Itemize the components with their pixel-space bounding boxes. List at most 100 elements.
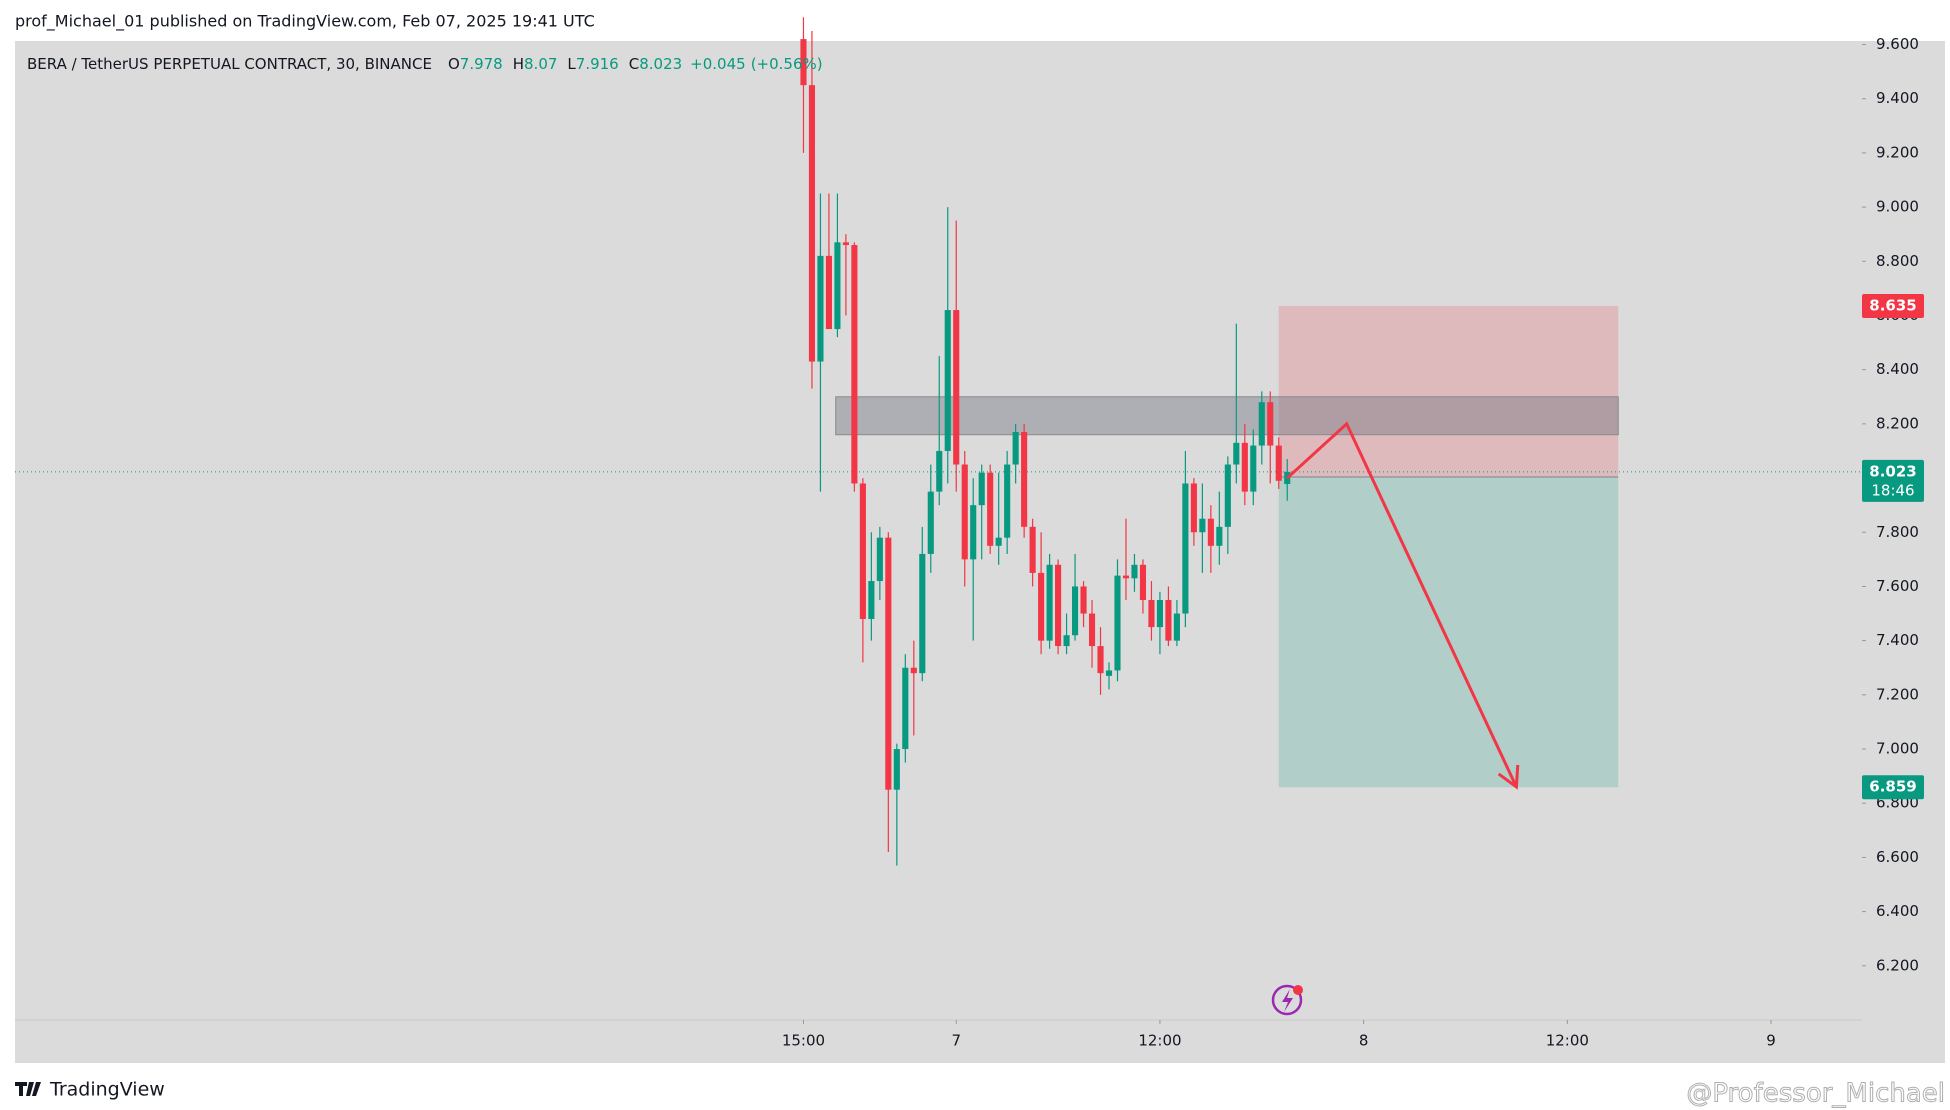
price-axis — [1862, 41, 1945, 1020]
candle-body — [995, 537, 1002, 546]
brand-logo — [15, 1082, 41, 1096]
y-tick-label: 7.800 — [1876, 523, 1919, 541]
price-label: 8.635 — [1869, 297, 1916, 315]
watermark: @Professor_Michael — [1686, 1079, 1945, 1109]
ohlc-key: C — [629, 55, 639, 73]
candle-body — [919, 553, 926, 674]
candle-body — [910, 667, 917, 674]
candle-body — [927, 491, 934, 554]
ohlc-key: O — [448, 55, 460, 73]
brand: TradingView — [49, 1079, 165, 1101]
countdown: 18:46 — [1871, 481, 1914, 499]
candle-body — [1046, 564, 1053, 641]
candle-body — [800, 39, 807, 86]
y-tick-label: 7.000 — [1876, 740, 1919, 758]
alert-icon — [1271, 984, 1303, 1016]
y-tick-label: 8.400 — [1876, 360, 1919, 378]
target-zone — [1278, 476, 1619, 788]
y-tick-label: 9.400 — [1876, 89, 1919, 107]
candle-body — [1199, 518, 1206, 533]
candle-body — [1173, 613, 1180, 641]
candle-body — [1131, 564, 1138, 579]
y-tick-label: 9.000 — [1876, 198, 1919, 216]
candle-body — [1105, 670, 1113, 676]
y-tick-label: 6.600 — [1876, 848, 1919, 866]
x-tick-label: 12:00 — [1138, 1032, 1181, 1050]
candle-body — [834, 242, 841, 330]
candle-body — [842, 242, 849, 246]
candle-body — [987, 472, 994, 546]
y-tick-label: 6.400 — [1876, 902, 1919, 920]
last-price-bg — [1862, 459, 1924, 502]
candle-body — [902, 667, 909, 750]
candle-body — [1080, 586, 1087, 614]
ohlc-value: 8.023 — [639, 55, 682, 73]
candle-body — [1088, 613, 1096, 647]
candle-body — [1165, 600, 1172, 641]
candle-body — [978, 472, 985, 506]
candle-body — [1233, 442, 1240, 465]
x-tick-label: 8 — [1359, 1032, 1369, 1050]
y-tick-label: 9.200 — [1876, 143, 1919, 161]
candle-body — [1072, 586, 1079, 636]
stop-zone — [1278, 306, 1619, 477]
candle-body — [1241, 442, 1248, 492]
price-label: 6.859 — [1869, 778, 1916, 796]
candle-body — [1021, 432, 1028, 527]
candle-body — [868, 581, 875, 619]
ohlc-value: 7.916 — [576, 55, 619, 73]
candle-body — [1122, 575, 1130, 579]
candle-body — [936, 450, 943, 492]
candle-body — [1224, 464, 1231, 527]
symbol: BERA / TetherUS PERPETUAL CONTRACT, 30, … — [27, 55, 432, 73]
y-tick-label: 8.200 — [1876, 414, 1919, 432]
arrow-head — [1497, 764, 1520, 790]
candle-body — [1063, 635, 1070, 647]
ohlc: O7.978 H8.07 L7.916 C8.023 +0.045 (+0.56%) — [448, 55, 823, 73]
candle-body — [1148, 600, 1155, 628]
candle-body — [1029, 526, 1036, 573]
candle-body — [970, 505, 977, 560]
candle-body — [1216, 526, 1223, 546]
x-tick-label: 12:00 — [1546, 1032, 1589, 1050]
candle-body — [808, 85, 816, 362]
x-tick-label: 7 — [951, 1032, 961, 1050]
candle-body — [953, 310, 960, 465]
ohlc-value: 8.07 — [524, 55, 557, 73]
candle-body — [1267, 402, 1274, 446]
x-tick-label: 9 — [1766, 1032, 1776, 1050]
candle-body — [885, 537, 892, 790]
ohlc-key: L — [567, 55, 576, 73]
candle-body — [851, 245, 858, 484]
candle-body — [825, 255, 832, 330]
candle-body — [1182, 483, 1189, 614]
price-label-bg — [1862, 775, 1924, 800]
arrow-path — [1286, 421, 1518, 788]
candle-body — [893, 749, 900, 790]
publish-info: prof_Michael_01 published on TradingView… — [15, 12, 595, 32]
candle-body — [1156, 600, 1163, 628]
candle-body — [944, 310, 951, 451]
price-label-bg — [1862, 294, 1924, 319]
y-tick-label: 7.600 — [1876, 577, 1919, 595]
candle-body — [859, 483, 866, 619]
y-tick-label: 7.400 — [1876, 631, 1919, 649]
candle-body — [1258, 402, 1265, 446]
y-tick-label: 9.600 — [1876, 35, 1919, 53]
candle-body — [1114, 575, 1121, 671]
resistance-zone — [835, 396, 1619, 436]
candle-body — [1207, 518, 1214, 546]
change-pct: (+0.56%) — [751, 55, 823, 73]
candle-body — [876, 537, 883, 582]
candle-body — [1055, 564, 1062, 647]
candle-body — [961, 464, 968, 560]
candle-body — [1190, 483, 1197, 533]
candle-body — [1038, 572, 1045, 641]
plot: 6.2006.4006.6006.8007.0007.2007.4007.600… — [15, 17, 1945, 1050]
candle-body — [1012, 432, 1019, 465]
change: +0.045 — [690, 55, 746, 73]
legend: BERA / TetherUS PERPETUAL CONTRACT, 30, … — [27, 55, 823, 73]
candle-body — [817, 255, 824, 362]
candle-body — [1139, 564, 1147, 601]
